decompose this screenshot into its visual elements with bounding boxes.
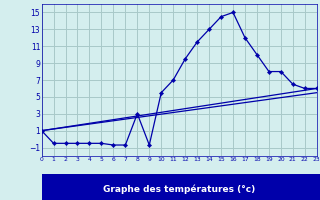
Text: Graphe des températures (°c): Graphe des températures (°c) [103,184,255,194]
